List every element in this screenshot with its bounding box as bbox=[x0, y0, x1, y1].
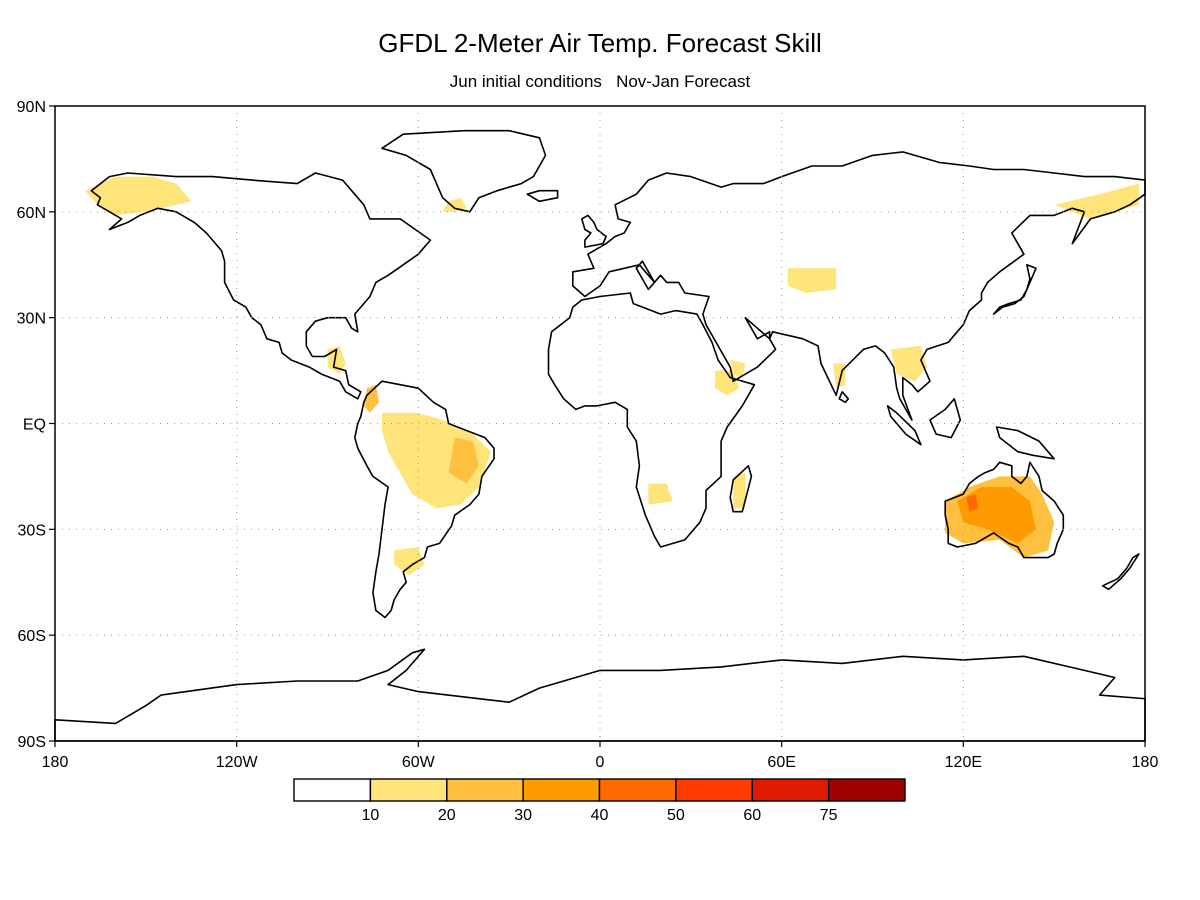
coastline-uk bbox=[580, 214, 607, 248]
colorbar-swatch bbox=[827, 778, 906, 802]
lat-tick-label: 30S bbox=[18, 522, 46, 539]
colorbar-label: 75 bbox=[820, 807, 838, 824]
latitude-tick-labels: 90N 60N 30N EQ 30S 60S 90S bbox=[17, 99, 55, 751]
map-subtitle: Jun initial conditions Nov-Jan Forecast bbox=[450, 72, 751, 91]
coastline-antarctica bbox=[54, 648, 1146, 742]
coastline-layer bbox=[54, 129, 1146, 742]
skill-shading-layer bbox=[85, 176, 1139, 576]
map-title: GFDL 2-Meter Air Temp. Forecast Skill bbox=[378, 28, 822, 58]
colorbar-swatch bbox=[522, 778, 601, 802]
coastline-iceland bbox=[526, 189, 559, 203]
colorbar-label: 30 bbox=[514, 807, 532, 824]
lon-tick-label: 60E bbox=[767, 754, 795, 771]
longitude-tick-labels: 180 120W 60W 0 60E 120E 180 bbox=[42, 741, 1159, 771]
lat-tick-label: EQ bbox=[23, 417, 46, 434]
gridline-layer bbox=[55, 106, 1145, 741]
coastline-eurasia bbox=[571, 151, 1146, 421]
skill-region-ethiopia bbox=[715, 370, 740, 396]
skill-region-central-asia bbox=[787, 268, 837, 293]
lat-tick-label: 90N bbox=[17, 99, 46, 116]
skill-region-alaska bbox=[85, 176, 192, 216]
lon-tick-label: 60W bbox=[402, 754, 436, 771]
lat-tick-label: 30N bbox=[17, 311, 46, 328]
skill-region-southern-africa bbox=[648, 483, 673, 505]
coastline-arabian-peninsula-gulf bbox=[744, 316, 771, 340]
skill-region-arabia bbox=[730, 360, 746, 378]
world-map bbox=[54, 105, 1146, 742]
lon-tick-label: 120W bbox=[216, 754, 259, 771]
skill-region-greenland-south bbox=[442, 197, 467, 212]
skill-region-australia-hotspot bbox=[966, 494, 979, 512]
colorbar-label: 60 bbox=[743, 807, 761, 824]
colorbar-label: 50 bbox=[667, 807, 685, 824]
lat-tick-label: 60S bbox=[18, 628, 46, 645]
coastline-south-america bbox=[353, 380, 495, 619]
colorbar-swatch bbox=[751, 778, 830, 802]
coastline-borneo bbox=[929, 397, 962, 439]
skill-region-brazil-east bbox=[448, 437, 479, 484]
skill-region-colombia bbox=[363, 384, 379, 413]
coastline-new-zealand bbox=[1101, 553, 1140, 591]
skill-region-indochina bbox=[890, 345, 927, 382]
skill-region-amazon bbox=[382, 412, 491, 509]
coastline-north-america bbox=[90, 172, 432, 400]
coastline-sri-lanka bbox=[838, 390, 850, 404]
colorbar-label: 20 bbox=[438, 807, 456, 824]
coastline-africa bbox=[547, 292, 756, 548]
colorbar-label: 10 bbox=[362, 807, 380, 824]
lat-tick-label: 60N bbox=[17, 205, 46, 222]
colorbar-label: 40 bbox=[591, 807, 609, 824]
lat-tick-label: 90S bbox=[18, 734, 46, 751]
coastline-australia bbox=[944, 461, 1065, 559]
skill-region-argentina bbox=[394, 547, 425, 576]
skill-region-australia-core bbox=[957, 487, 1036, 544]
coastline-madagascar bbox=[729, 464, 753, 513]
colorbar-legend: 10 20 30 40 50 60 75 bbox=[293, 778, 906, 824]
skill-region-madagascar bbox=[733, 472, 746, 509]
coastline-greenland bbox=[381, 129, 547, 213]
colorbar-swatch bbox=[446, 778, 524, 802]
lon-tick-label: 120E bbox=[945, 754, 982, 771]
lon-tick-label: 180 bbox=[1132, 754, 1159, 771]
lon-tick-label: 0 bbox=[596, 754, 605, 771]
coastline-sumatra bbox=[886, 405, 922, 446]
lon-tick-label: 180 bbox=[42, 754, 69, 771]
colorbar-swatch bbox=[293, 778, 372, 802]
coastline-new-guinea bbox=[995, 426, 1055, 460]
coastline-japan bbox=[992, 263, 1037, 315]
colorbar-swatch bbox=[675, 778, 754, 802]
colorbar-swatch bbox=[598, 778, 677, 802]
colorbar-swatch bbox=[369, 778, 448, 802]
